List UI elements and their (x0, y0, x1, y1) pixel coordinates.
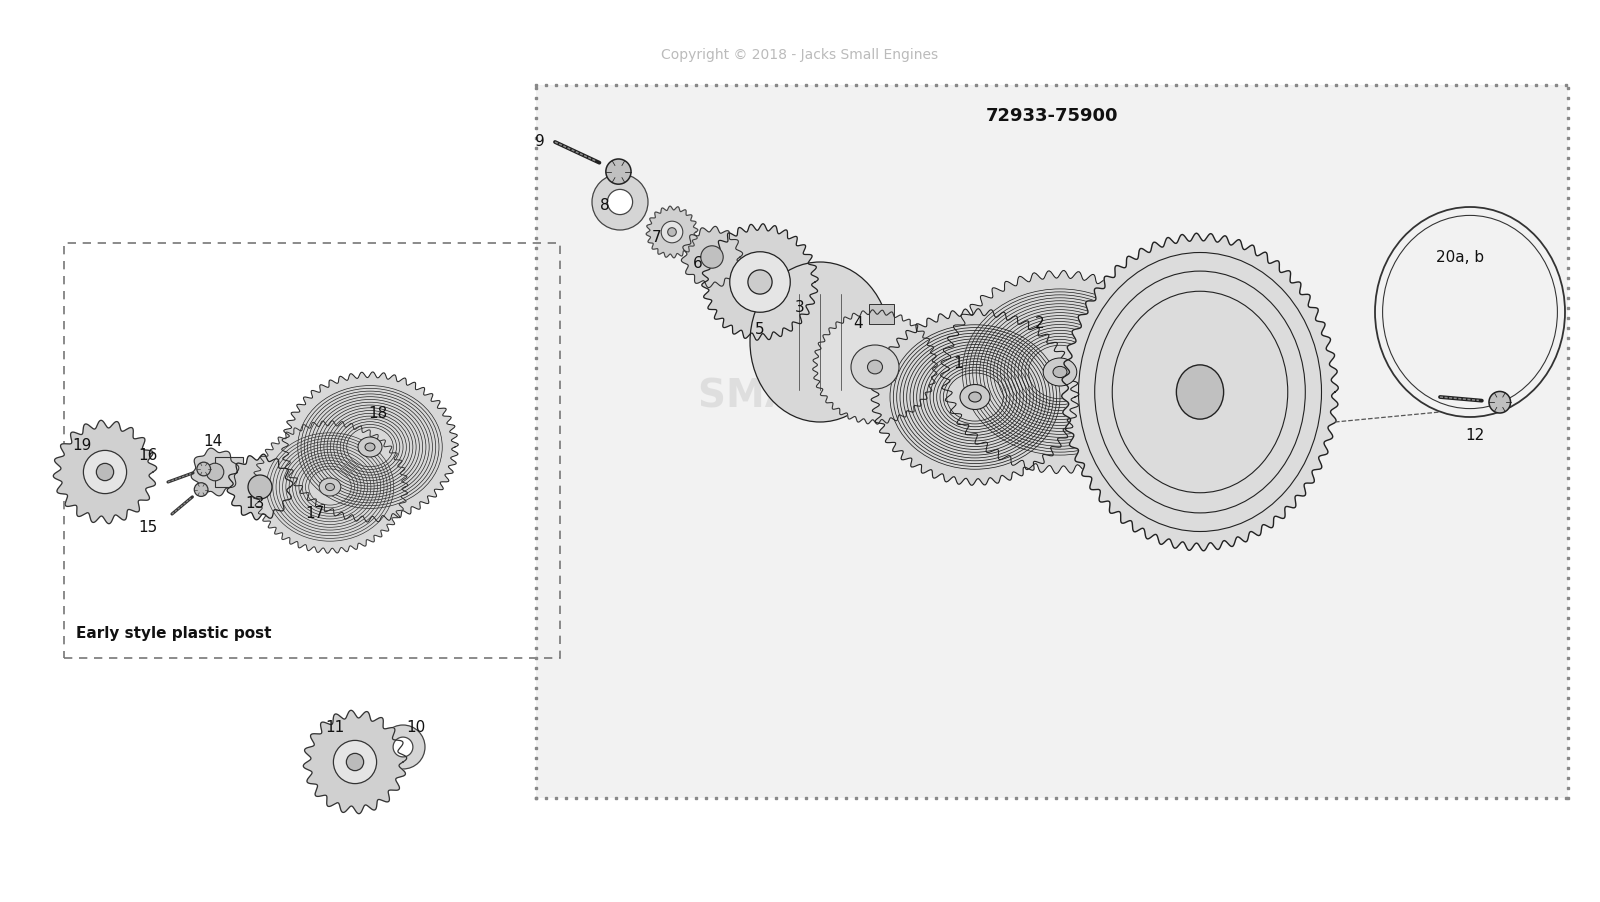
Text: 12: 12 (1466, 427, 1485, 442)
Text: 17: 17 (306, 505, 325, 520)
Text: 15: 15 (138, 520, 158, 535)
Text: 72933-75900: 72933-75900 (986, 106, 1118, 124)
Circle shape (1490, 392, 1510, 414)
Text: Copyright © 2018 - Jacks Small Engines: Copyright © 2018 - Jacks Small Engines (661, 48, 939, 62)
Text: 16: 16 (138, 448, 158, 463)
Polygon shape (227, 455, 293, 520)
Ellipse shape (365, 444, 374, 452)
Text: 3: 3 (795, 300, 805, 315)
Ellipse shape (968, 392, 981, 402)
Ellipse shape (320, 478, 341, 496)
Circle shape (592, 175, 648, 231)
Circle shape (96, 464, 114, 481)
Polygon shape (941, 272, 1179, 474)
Text: 11: 11 (325, 720, 344, 735)
Text: 13: 13 (245, 495, 264, 510)
Text: 6: 6 (693, 255, 702, 271)
Text: 7: 7 (653, 229, 662, 244)
Circle shape (608, 190, 632, 216)
Bar (64, 244, 560, 658)
Circle shape (83, 451, 126, 494)
Text: 10: 10 (406, 720, 426, 735)
Circle shape (730, 253, 790, 313)
Circle shape (606, 160, 630, 185)
Ellipse shape (358, 437, 382, 457)
Circle shape (346, 753, 363, 771)
Circle shape (661, 222, 683, 244)
Circle shape (381, 725, 426, 769)
Text: 2: 2 (1035, 315, 1045, 330)
Text: 14: 14 (203, 433, 222, 448)
Ellipse shape (750, 262, 890, 422)
Ellipse shape (1053, 367, 1067, 378)
Circle shape (333, 741, 376, 784)
Polygon shape (702, 225, 818, 341)
Text: Early style plastic post: Early style plastic post (77, 625, 272, 640)
Bar (214, 457, 243, 487)
Polygon shape (646, 207, 698, 259)
Circle shape (701, 246, 723, 269)
Polygon shape (53, 421, 157, 524)
Bar (869, 361, 893, 380)
Bar (536, 86, 1568, 798)
Circle shape (194, 483, 208, 497)
Ellipse shape (867, 361, 883, 374)
Circle shape (667, 228, 677, 237)
Circle shape (248, 475, 272, 500)
Text: 9: 9 (534, 133, 546, 148)
Polygon shape (190, 448, 238, 496)
Text: 19: 19 (72, 438, 91, 453)
Text: 5: 5 (755, 322, 765, 337)
Text: 1: 1 (954, 355, 963, 370)
Polygon shape (253, 421, 408, 554)
Polygon shape (682, 227, 742, 289)
Circle shape (197, 463, 211, 476)
Bar (869, 305, 893, 324)
Ellipse shape (851, 345, 899, 390)
Polygon shape (282, 373, 458, 522)
Ellipse shape (325, 483, 334, 491)
Text: JACKS
SMALL ENGINES: JACKS SMALL ENGINES (699, 330, 1051, 415)
Circle shape (206, 464, 224, 482)
Polygon shape (813, 310, 938, 425)
Text: 20a, b: 20a, b (1435, 250, 1485, 265)
Polygon shape (304, 711, 406, 814)
Polygon shape (870, 309, 1078, 486)
Ellipse shape (1176, 365, 1224, 419)
Ellipse shape (1043, 359, 1077, 387)
Text: 4: 4 (853, 315, 862, 330)
Text: 8: 8 (600, 198, 610, 212)
Polygon shape (1062, 234, 1338, 551)
Circle shape (747, 271, 773, 295)
Circle shape (394, 737, 413, 757)
Ellipse shape (960, 385, 990, 410)
Text: 18: 18 (368, 405, 387, 420)
